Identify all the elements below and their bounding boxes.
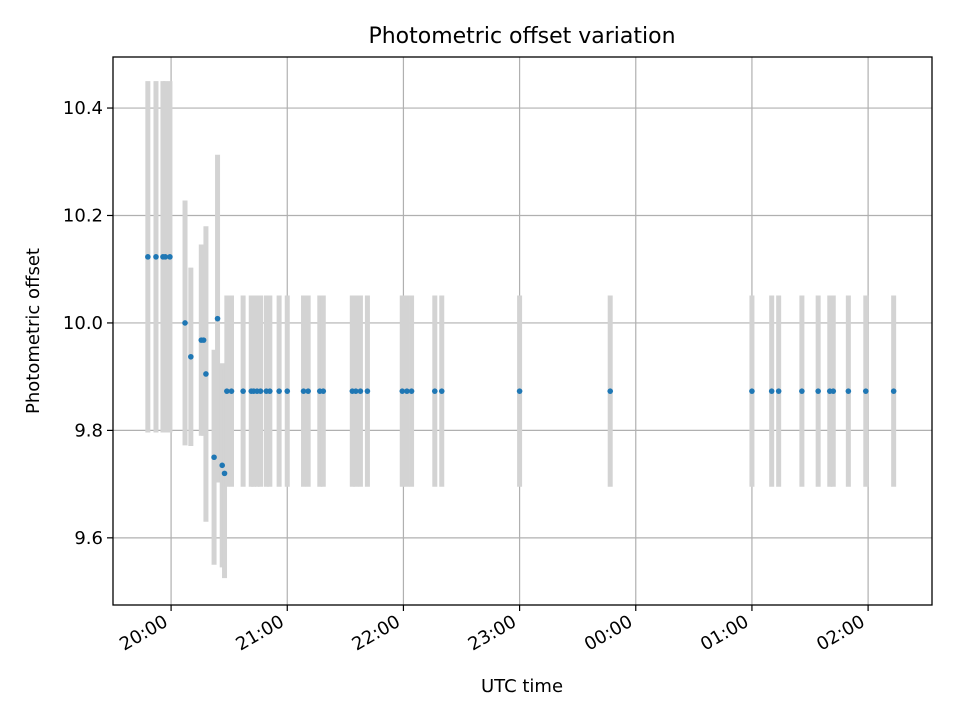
x-axis-label: UTC time: [481, 676, 563, 697]
data-point: [276, 388, 282, 394]
data-point: [211, 454, 217, 461]
data-point: [862, 388, 869, 394]
data-point: [357, 388, 364, 394]
y-tick-label: 9.8: [74, 420, 103, 441]
data-point: [890, 388, 897, 394]
data-point: [188, 353, 194, 360]
x-tick-label: 01:00: [697, 611, 752, 655]
data-point: [145, 254, 151, 260]
data-point: [352, 388, 359, 394]
x-tick-label: 02:00: [813, 611, 868, 655]
x-tick-label: 21:00: [232, 611, 287, 655]
data-point: [516, 388, 523, 394]
y-axis-label: Photometric offset: [23, 248, 44, 414]
data-point: [364, 388, 371, 394]
x-tick-label: 00:00: [581, 611, 636, 655]
data-point: [320, 388, 327, 394]
y-tick-label: 10.4: [63, 98, 103, 119]
data-point: [799, 388, 805, 394]
y-axis: 9.6 9.8 10.0 10.2 10.4: [63, 98, 113, 549]
y-tick-label: 10.0: [63, 313, 103, 334]
data-point: [815, 388, 821, 394]
data-point: [438, 388, 445, 394]
chart-title: Photometric offset variation: [368, 24, 675, 49]
data-point: [162, 254, 169, 260]
data-point: [749, 388, 755, 394]
data-point: [182, 320, 188, 326]
data-point: [167, 254, 173, 260]
data-point: [408, 388, 415, 394]
data-point: [404, 388, 410, 394]
data-point: [768, 388, 775, 394]
plot-frame: [112, 56, 933, 606]
data-point: [431, 388, 438, 394]
data-point: [607, 388, 614, 394]
data-point: [203, 371, 209, 377]
y-tick-label: 9.6: [74, 528, 103, 549]
data-point: [305, 388, 311, 394]
data-point: [267, 388, 273, 394]
x-axis: 20:00 21:00 22:00 23:00 00:00 01:00 02:00: [116, 605, 869, 655]
data-point: [399, 388, 406, 394]
data-point: [224, 388, 230, 394]
x-tick-label: 23:00: [465, 611, 520, 655]
data-points: [145, 254, 897, 477]
data-point: [153, 254, 159, 260]
data-point: [219, 462, 225, 469]
data-point: [214, 315, 221, 322]
grid: [113, 57, 932, 605]
data-point: [300, 388, 307, 394]
data-point: [221, 470, 228, 477]
data-point: [775, 388, 782, 394]
x-tick-label: 22:00: [349, 611, 404, 655]
y-tick-label: 10.2: [63, 205, 103, 226]
data-point: [257, 388, 264, 394]
error-bars: [145, 81, 897, 579]
data-point: [240, 388, 246, 394]
data-point: [845, 388, 852, 394]
data-point: [200, 337, 207, 343]
x-tick-label: 20:00: [116, 611, 171, 655]
data-point: [830, 388, 837, 394]
data-point: [228, 388, 235, 394]
data-point: [284, 388, 291, 394]
